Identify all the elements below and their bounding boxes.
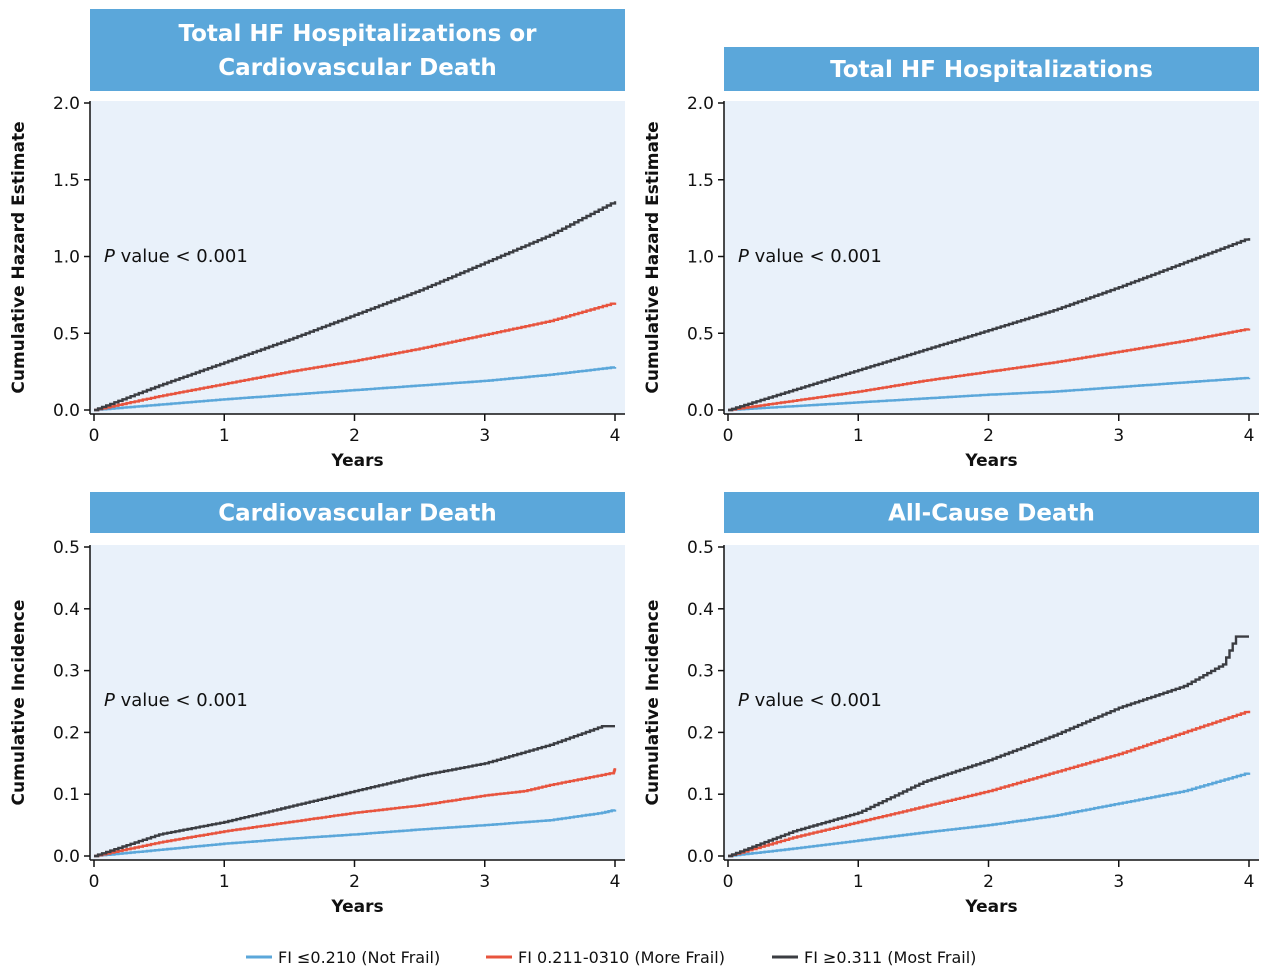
x-axis-title: Years [964, 451, 1017, 471]
p-value-annotation: P value < 0.001 [104, 246, 248, 267]
p-value-italic: P [104, 246, 115, 267]
panel-header [724, 492, 1259, 533]
y-tick-label: 0.1 [687, 785, 714, 805]
p-value-text: value < 0.001 [749, 690, 882, 711]
x-tick-label: 0 [89, 426, 100, 446]
legend-label: FI 0.211-0310 (More Frail) [518, 948, 725, 967]
y-axis-title: Cumulative Incidence [9, 600, 29, 806]
x-tick-label: 1 [853, 426, 864, 446]
y-tick-label: 0.4 [687, 600, 714, 620]
y-tick-label: 0.0 [53, 847, 80, 867]
y-tick-label: 1.5 [53, 171, 80, 191]
x-tick-label: 3 [479, 872, 490, 892]
x-axis-title: Years [964, 897, 1017, 917]
series-line-not-frail [728, 376, 1251, 412]
y-tick-label: 1.0 [53, 248, 80, 268]
x-tick-label: 4 [610, 872, 621, 892]
x-tick-label: 4 [1244, 872, 1255, 892]
series-line-most-frail [728, 238, 1251, 412]
chart-panel-4: All-Cause Death 0.0 0.1 0.2 0.3 0.4 0.5 0 1 2 3 4 Ye… [643, 492, 1259, 917]
x-tick-label: 2 [983, 872, 994, 892]
legend-label: FI ≤0.210 (Not Frail) [278, 948, 440, 967]
series-line-not-frail [728, 772, 1251, 858]
x-tick-label: 4 [1244, 426, 1255, 446]
series-line-not-frail [94, 809, 617, 858]
panel-header [90, 492, 625, 533]
y-axis-title: Cumulative Hazard Estimate [9, 121, 29, 393]
p-value-annotation: P value < 0.001 [104, 690, 248, 711]
x-tick-label: 2 [983, 426, 994, 446]
p-value-italic: P [738, 246, 749, 267]
y-tick-label: 0.0 [53, 401, 80, 421]
legend: FI ≤0.210 (Not Frail) FI 0.211-0310 (More… [246, 948, 976, 967]
x-axis-title: Years [330, 451, 383, 471]
y-tick-label: 1.0 [687, 248, 714, 268]
x-tick-label: 3 [1113, 426, 1124, 446]
y-tick-label: 0.0 [687, 847, 714, 867]
x-axis-title: Years [330, 897, 383, 917]
p-value-italic: P [738, 690, 749, 711]
x-tick-label: 4 [610, 426, 621, 446]
y-tick-label: 0.5 [53, 538, 80, 558]
y-tick-label: 1.5 [687, 171, 714, 191]
panel-title: All-Cause Death [888, 501, 1095, 527]
x-tick-label: 1 [219, 872, 230, 892]
y-tick-label: 0.4 [53, 600, 80, 620]
x-tick-label: 3 [479, 426, 490, 446]
y-tick-label: 2.0 [53, 94, 80, 114]
series-line-not-frail [94, 366, 617, 412]
y-tick-label: 0.3 [687, 662, 714, 682]
series-line-more-frail [728, 328, 1251, 412]
panel-title: Total HF Hospitalizations or [179, 21, 538, 47]
plot-area [724, 545, 1259, 860]
p-value-text: value < 0.001 [115, 246, 248, 267]
chart-panels: Total HF Hospitalizations or Cardiovascul… [9, 9, 1259, 917]
y-tick-label: 0.0 [687, 401, 714, 421]
p-value-text: value < 0.001 [115, 690, 248, 711]
x-tick-label: 1 [219, 426, 230, 446]
x-tick-label: 3 [1113, 872, 1124, 892]
chart-panel-2: Total HF Hospitalizations 0.0 0.5 1.0 1.5 2.0… [643, 47, 1259, 471]
panel-title: Total HF Hospitalizations [830, 57, 1153, 83]
chart-panel-1: Total HF Hospitalizations or Cardiovascul… [9, 9, 625, 471]
panel-title: Cardiovascular Death [218, 501, 496, 527]
p-value-annotation: P value < 0.001 [738, 690, 882, 711]
chart-panel-3: Cardiovascular Death 0.0 0.1 0.2 0.3 0.4 0.5 0 1… [9, 492, 625, 917]
series-line-most-frail [94, 201, 617, 412]
y-tick-label: 0.1 [53, 785, 80, 805]
p-value-italic: P [104, 690, 115, 711]
x-tick-label: 0 [89, 872, 100, 892]
plot-area [90, 545, 625, 860]
p-value-annotation: P value < 0.001 [738, 246, 882, 267]
y-axis-title: Cumulative Incidence [643, 600, 663, 806]
panel-header [724, 47, 1259, 91]
x-tick-label: 2 [349, 426, 360, 446]
x-tick-label: 0 [723, 426, 734, 446]
y-tick-label: 0.5 [687, 538, 714, 558]
series-line-more-frail [94, 302, 617, 412]
y-tick-label: 0.2 [53, 723, 80, 743]
panel-title: Cardiovascular Death [218, 55, 496, 81]
y-tick-label: 0.3 [53, 662, 80, 682]
y-tick-label: 0.5 [53, 324, 80, 344]
series-line-more-frail [94, 768, 617, 858]
series-line-most-frail [728, 635, 1249, 858]
panel-header [90, 9, 625, 91]
y-tick-label: 0.5 [687, 324, 714, 344]
series-line-most-frail [94, 725, 615, 858]
x-tick-label: 0 [723, 872, 734, 892]
plot-area [724, 101, 1259, 414]
y-tick-label: 0.2 [687, 723, 714, 743]
p-value-text: value < 0.001 [749, 246, 882, 267]
legend-label: FI ≥0.311 (Most Frail) [804, 948, 976, 967]
x-tick-label: 2 [349, 872, 360, 892]
y-tick-label: 2.0 [687, 94, 714, 114]
y-axis-title: Cumulative Hazard Estimate [643, 121, 663, 393]
x-tick-label: 1 [853, 872, 864, 892]
series-line-more-frail [728, 710, 1251, 858]
